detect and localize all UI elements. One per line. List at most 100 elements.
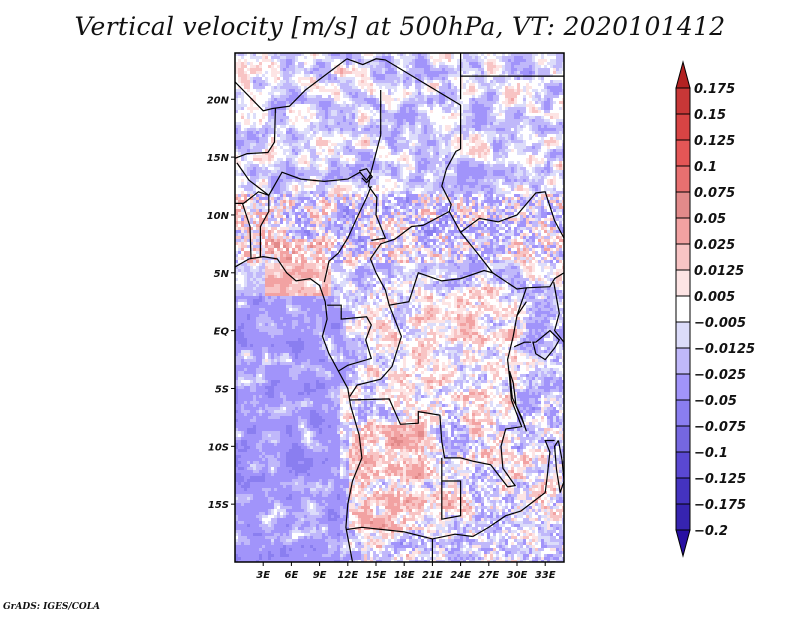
field-cell	[511, 116, 514, 119]
field-cell	[403, 146, 406, 149]
field-cell	[490, 134, 493, 137]
field-cell	[319, 68, 322, 71]
field-cell	[499, 155, 502, 158]
field-cell	[382, 59, 385, 62]
field-cell	[373, 56, 376, 59]
field-cell	[262, 158, 265, 161]
field-cell	[460, 122, 463, 125]
field-cell	[241, 74, 244, 77]
field-cell	[361, 119, 364, 122]
field-cell	[412, 209, 415, 212]
field-cell	[301, 170, 304, 173]
field-cell	[283, 179, 286, 182]
field-cell	[310, 71, 313, 74]
field-cell	[361, 158, 364, 161]
field-cell	[433, 182, 436, 185]
field-cell	[283, 194, 286, 197]
field-cell	[391, 86, 394, 89]
field-cell	[253, 176, 256, 179]
field-cell	[268, 221, 271, 224]
field-cell	[298, 221, 301, 224]
field-cell	[343, 203, 346, 206]
field-cell	[286, 143, 289, 146]
field-cell	[523, 62, 526, 65]
field-cell	[376, 194, 379, 197]
field-cell	[517, 182, 520, 185]
field-cell	[457, 125, 460, 128]
field-cell	[445, 107, 448, 110]
field-cell	[253, 224, 256, 227]
field-cell	[334, 185, 337, 188]
field-cell	[307, 212, 310, 215]
field-cell	[253, 179, 256, 182]
field-cell	[523, 53, 526, 56]
field-cell	[544, 206, 547, 209]
field-cell	[244, 146, 247, 149]
field-cell	[373, 68, 376, 71]
field-cell	[490, 191, 493, 194]
field-cell	[244, 137, 247, 140]
field-cell	[235, 212, 238, 215]
field-cell	[538, 164, 541, 167]
field-cell	[439, 203, 442, 206]
field-cell	[271, 215, 274, 218]
field-cell	[562, 62, 564, 65]
field-cell	[241, 185, 244, 188]
field-cell	[289, 59, 292, 62]
field-cell	[538, 170, 541, 173]
field-cell	[355, 206, 358, 209]
field-cell	[547, 107, 550, 110]
field-cell	[418, 92, 421, 95]
field-cell	[370, 89, 373, 92]
field-cell	[508, 215, 511, 218]
field-cell	[376, 170, 379, 173]
field-cell	[427, 197, 430, 200]
field-cell	[547, 68, 550, 71]
field-cell	[559, 215, 562, 218]
field-cell	[397, 215, 400, 218]
field-cell	[241, 146, 244, 149]
field-cell	[436, 83, 439, 86]
field-cell	[364, 185, 367, 188]
field-cell	[244, 155, 247, 158]
field-cell	[283, 176, 286, 179]
field-cell	[385, 194, 388, 197]
field-cell	[487, 215, 490, 218]
field-cell	[496, 191, 499, 194]
field-cell	[433, 173, 436, 176]
field-cell	[466, 65, 469, 68]
field-cell	[475, 128, 478, 131]
field-cell	[328, 59, 331, 62]
field-cell	[334, 92, 337, 95]
field-cell	[352, 65, 355, 68]
field-cell	[424, 119, 427, 122]
field-cell	[508, 161, 511, 164]
field-cell	[541, 128, 544, 131]
field-cell	[391, 215, 394, 218]
field-cell	[427, 209, 430, 212]
field-cell	[421, 164, 424, 167]
field-cell	[550, 167, 553, 170]
field-cell	[421, 74, 424, 77]
field-cell	[406, 110, 409, 113]
field-cell	[295, 92, 298, 95]
field-cell	[415, 218, 418, 221]
field-cell	[409, 113, 412, 116]
field-cell	[271, 194, 274, 197]
field-cell	[523, 140, 526, 143]
field-cell	[250, 146, 253, 149]
field-cell	[499, 65, 502, 68]
field-cell	[427, 200, 430, 203]
field-cell	[451, 197, 454, 200]
field-cell	[415, 164, 418, 167]
field-cell	[340, 53, 343, 56]
field-cell	[463, 62, 466, 65]
field-cell	[262, 179, 265, 182]
field-cell	[562, 86, 564, 89]
field-cell	[241, 98, 244, 101]
field-cell	[352, 215, 355, 218]
field-cell	[535, 167, 538, 170]
field-cell	[250, 161, 253, 164]
field-cell	[466, 92, 469, 95]
field-cell	[256, 155, 259, 158]
